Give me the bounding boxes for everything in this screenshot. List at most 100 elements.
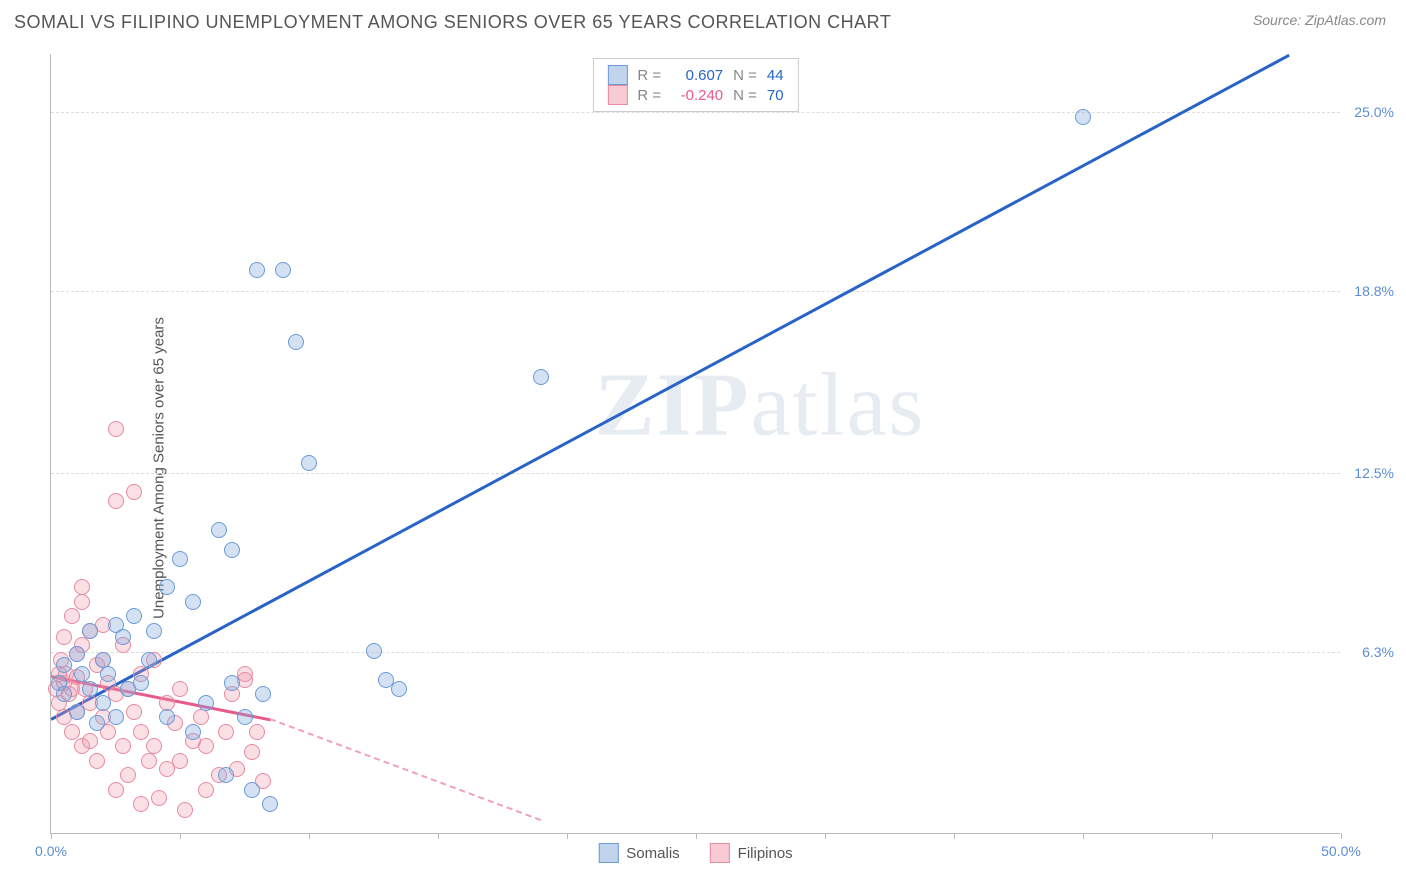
data-point-somalis	[224, 542, 240, 558]
data-point-filipinos	[115, 738, 131, 754]
data-point-somalis	[198, 695, 214, 711]
r-value-filipinos: -0.240	[671, 87, 723, 104]
x-tick	[1083, 833, 1084, 839]
x-tick	[1341, 833, 1342, 839]
data-point-somalis	[146, 623, 162, 639]
data-point-filipinos	[108, 782, 124, 798]
r-label: R =	[637, 67, 661, 84]
y-tick-label: 12.5%	[1354, 465, 1394, 481]
data-point-filipinos	[108, 493, 124, 509]
data-point-somalis	[141, 652, 157, 668]
data-point-filipinos	[133, 724, 149, 740]
data-point-somalis	[126, 608, 142, 624]
data-point-somalis	[1075, 109, 1091, 125]
x-tick	[954, 833, 955, 839]
data-point-filipinos	[64, 724, 80, 740]
watermark-light: atlas	[750, 355, 925, 454]
data-point-somalis	[56, 657, 72, 673]
n-label: N =	[733, 87, 757, 104]
r-value-somalis: 0.607	[671, 67, 723, 84]
n-value-filipinos: 70	[767, 87, 784, 104]
n-label: N =	[733, 67, 757, 84]
data-point-somalis	[69, 646, 85, 662]
data-point-filipinos	[74, 594, 90, 610]
legend-label-filipinos: Filipinos	[738, 845, 793, 862]
gridline	[51, 652, 1340, 653]
x-tick	[825, 833, 826, 839]
data-point-somalis	[391, 681, 407, 697]
data-point-somalis	[301, 455, 317, 471]
gridline	[51, 112, 1340, 113]
x-tick	[696, 833, 697, 839]
swatch-somalis-icon	[607, 65, 627, 85]
data-point-filipinos	[198, 738, 214, 754]
data-point-somalis	[172, 551, 188, 567]
swatch-filipinos-icon	[710, 843, 730, 863]
data-point-somalis	[262, 796, 278, 812]
data-point-somalis	[159, 709, 175, 725]
stats-legend-box: R = 0.607 N = 44 R = -0.240 N = 70	[592, 58, 798, 112]
plot-area: ZIPatlas R = 0.607 N = 44 R = -0.240 N =…	[50, 54, 1340, 834]
trend-line	[50, 54, 1290, 721]
data-point-somalis	[159, 579, 175, 595]
x-tick-label-left: 0.0%	[35, 843, 67, 859]
data-point-filipinos	[108, 421, 124, 437]
data-point-somalis	[56, 686, 72, 702]
data-point-filipinos	[141, 753, 157, 769]
data-point-somalis	[89, 715, 105, 731]
data-point-somalis	[533, 369, 549, 385]
source-prefix: Source:	[1253, 12, 1305, 28]
data-point-filipinos	[218, 724, 234, 740]
x-tick	[51, 833, 52, 839]
data-point-filipinos	[126, 484, 142, 500]
data-point-filipinos	[56, 629, 72, 645]
data-point-filipinos	[146, 738, 162, 754]
watermark-bold: ZIP	[594, 355, 750, 454]
y-tick-label: 6.3%	[1362, 644, 1394, 660]
data-point-somalis	[237, 709, 253, 725]
data-point-filipinos	[82, 733, 98, 749]
data-point-filipinos	[89, 753, 105, 769]
x-tick	[309, 833, 310, 839]
legend-bottom: Somalis Filipinos	[598, 843, 792, 863]
data-point-filipinos	[177, 802, 193, 818]
legend-item-filipinos: Filipinos	[710, 843, 793, 863]
chart-title: SOMALI VS FILIPINO UNEMPLOYMENT AMONG SE…	[14, 12, 891, 33]
x-tick-label-right: 50.0%	[1321, 843, 1361, 859]
x-tick	[1212, 833, 1213, 839]
data-point-somalis	[224, 675, 240, 691]
data-point-filipinos	[249, 724, 265, 740]
x-tick	[567, 833, 568, 839]
data-point-somalis	[185, 594, 201, 610]
data-point-somalis	[275, 262, 291, 278]
stats-row-filipinos: R = -0.240 N = 70	[607, 85, 783, 105]
data-point-somalis	[366, 643, 382, 659]
data-point-somalis	[255, 686, 271, 702]
data-point-filipinos	[126, 704, 142, 720]
data-point-somalis	[185, 724, 201, 740]
stats-row-somalis: R = 0.607 N = 44	[607, 65, 783, 85]
n-value-somalis: 44	[767, 67, 784, 84]
legend-label-somalis: Somalis	[626, 845, 679, 862]
trend-line	[270, 719, 542, 822]
data-point-somalis	[115, 629, 131, 645]
y-tick-label: 25.0%	[1354, 104, 1394, 120]
data-point-filipinos	[172, 753, 188, 769]
data-point-somalis	[249, 262, 265, 278]
data-point-filipinos	[151, 790, 167, 806]
data-point-filipinos	[172, 681, 188, 697]
data-point-filipinos	[133, 796, 149, 812]
legend-item-somalis: Somalis	[598, 843, 679, 863]
data-point-somalis	[108, 709, 124, 725]
gridline	[51, 291, 1340, 292]
data-point-filipinos	[120, 767, 136, 783]
data-point-somalis	[82, 681, 98, 697]
data-point-filipinos	[193, 709, 209, 725]
data-point-somalis	[288, 334, 304, 350]
data-point-somalis	[244, 782, 260, 798]
data-point-somalis	[133, 675, 149, 691]
x-tick	[438, 833, 439, 839]
data-point-somalis	[100, 666, 116, 682]
x-tick	[180, 833, 181, 839]
gridline	[51, 473, 1340, 474]
